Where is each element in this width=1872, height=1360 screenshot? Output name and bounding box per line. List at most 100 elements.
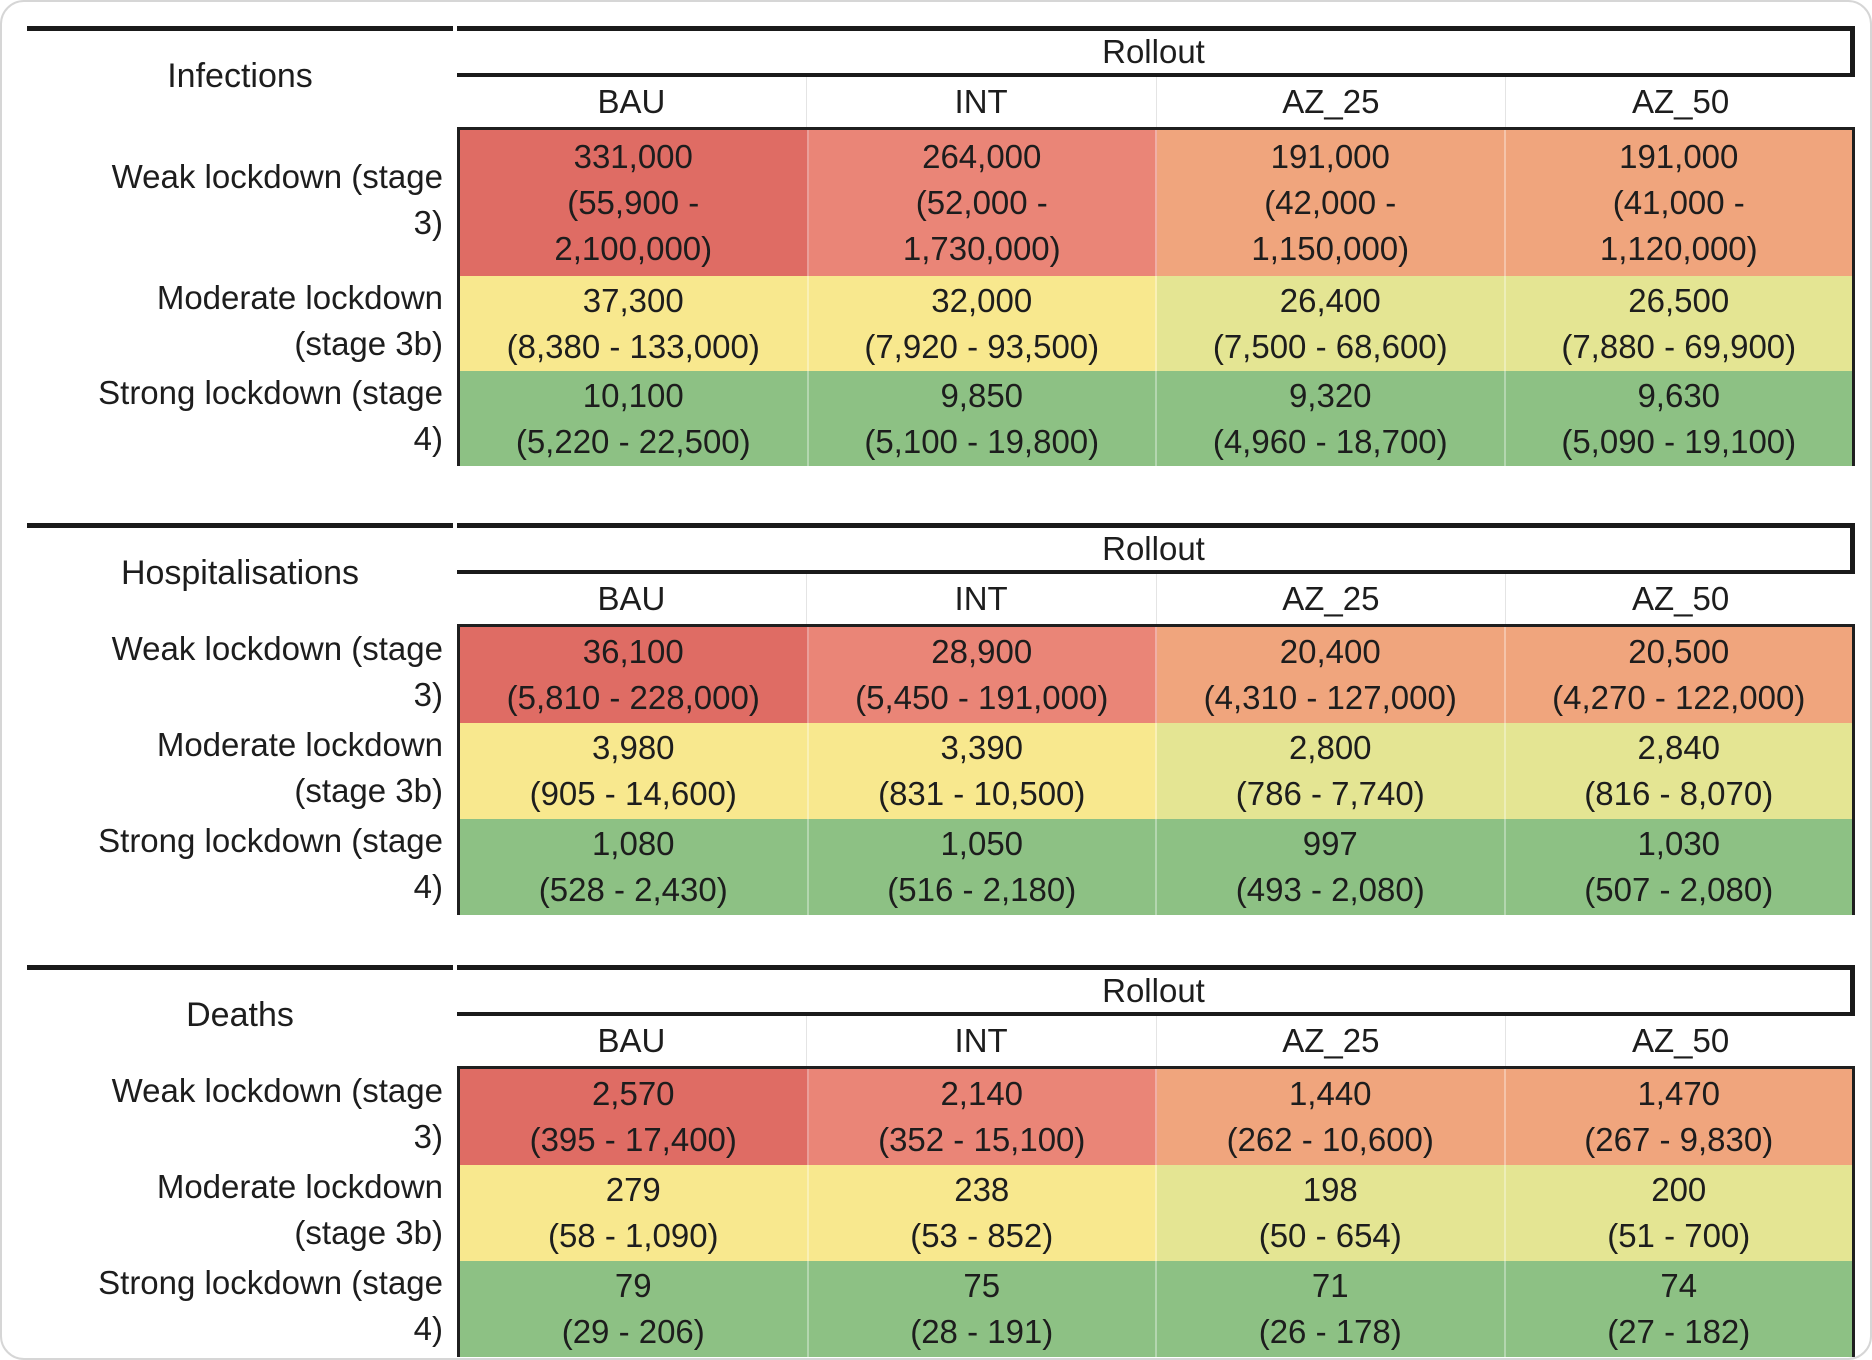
cell-ci-line: (786 - 7,740) (1235, 775, 1425, 812)
cell-value: 20,400 (1279, 633, 1381, 670)
cell-value: 1,440 (1288, 1075, 1372, 1112)
table-body: Weak lockdown (stage 3) Moderate lockdown (… (27, 1066, 1855, 1357)
cell-ci-line: (5,090 - 19,100) (1561, 422, 1797, 460)
row-labels-column: Weak lockdown (stage 3) Moderate lockdown (… (27, 127, 457, 466)
table-row: 36,100 (5,810 - 228,000) 28,900 (5,450 - 19… (460, 627, 1852, 723)
column-header-bau: BAU (457, 574, 807, 624)
cell-ci-line: (262 - 10,600) (1226, 1121, 1434, 1158)
cell-ci-line: (905 - 14,600) (529, 775, 737, 812)
row-label-line: (stage 3b) (294, 324, 443, 362)
data-cell-az-25: 26,400 (7,500 - 68,600) (1157, 276, 1506, 371)
table-title: Infections (167, 57, 313, 95)
column-header-az-25: AZ_25 (1157, 574, 1507, 624)
data-cell-az-50: 1,030 (507 - 2,080) (1505, 819, 1852, 915)
cell-value: 200 (1651, 1171, 1707, 1208)
cell-value: 75 (963, 1267, 1001, 1304)
table-header: Hospitalisations Rollout BAU INT AZ_25 AZ_50 (27, 523, 1855, 624)
cell-ci-line: (816 - 8,070) (1584, 775, 1774, 812)
cell-value: 238 (954, 1171, 1010, 1208)
cell-ci-line: (29 - 206) (561, 1313, 705, 1350)
row-label-strong-lockdown-stage-4: Strong lockdown (stage 4) (27, 1258, 457, 1354)
cell-value: 10,100 (582, 376, 684, 414)
column-header-int: INT (807, 77, 1157, 127)
cell-ci-line: (53 - 852) (910, 1217, 1054, 1254)
cell-ci-line: 2,100,000) (554, 230, 713, 267)
row-label-strong-lockdown-stage-4: Strong lockdown (stage 4) (27, 368, 457, 463)
cell-value: 264,000 (922, 138, 1042, 175)
cell-value: 74 (1660, 1267, 1698, 1304)
data-cell-az-25: 9,320 (4,960 - 18,700) (1157, 371, 1506, 466)
column-group-area: Rollout BAU INT AZ_25 AZ_50 (457, 26, 1855, 127)
table-title-cell: Hospitalisations (27, 523, 453, 619)
table-row: 10,100 (5,220 - 22,500) 9,850 (5,100 - 19,8… (460, 371, 1852, 466)
cell-value: 2,800 (1288, 729, 1372, 766)
data-cell-az-50: 200 (51 - 700) (1505, 1165, 1852, 1261)
table-title: Hospitalisations (120, 554, 360, 592)
cell-value: 36,100 (582, 633, 684, 670)
data-cell-bau: 331,000 (55,900 - 2,100,000) (460, 130, 809, 276)
row-labels-column: Weak lockdown (stage 3) Moderate lockdown (… (27, 1066, 457, 1357)
data-cell-az-25: 2,800 (786 - 7,740) (1157, 723, 1506, 819)
cell-ci-line: (55,900 - (567, 184, 700, 221)
cell-ci-line: (831 - 10,500) (878, 775, 1086, 812)
column-header-az-25: AZ_25 (1157, 77, 1507, 127)
rollout-header: Rollout (457, 970, 1855, 1016)
column-header-int: INT (807, 1016, 1157, 1066)
data-cell-int: 3,390 (831 - 10,500) (808, 723, 1157, 819)
cell-value: 997 (1302, 825, 1358, 862)
data-cell-int: 2,140 (352 - 15,100) (808, 1069, 1157, 1165)
row-label-line: (stage 3b) (294, 772, 443, 809)
cell-value: 26,500 (1628, 281, 1730, 319)
cell-ci-line: (51 - 700) (1607, 1217, 1751, 1254)
cell-value: 1,080 (591, 825, 675, 862)
cell-value: 9,630 (1637, 376, 1721, 414)
cell-ci-line: (516 - 2,180) (887, 871, 1077, 908)
cell-ci-line: (5,450 - 191,000) (855, 679, 1109, 716)
cell-ci-line: (50 - 654) (1258, 1217, 1402, 1254)
cell-value: 2,140 (940, 1075, 1024, 1112)
cell-value: 191,000 (1619, 138, 1739, 175)
column-header-bau: BAU (457, 1016, 807, 1066)
heatmap-cells-area: 2,570 (395 - 17,400) 2,140 (352 - 15,100) 1,… (457, 1066, 1855, 1357)
cell-ci-line: (5,810 - 228,000) (506, 679, 760, 716)
table-row: 3,980 (905 - 14,600) 3,390 (831 - 10,500) 2,… (460, 723, 1852, 819)
row-label-line: Strong lockdown (stage (98, 822, 443, 859)
cell-value: 198 (1302, 1171, 1358, 1208)
cell-ci-line: (27 - 182) (1607, 1313, 1751, 1350)
row-label-strong-lockdown-stage-4: Strong lockdown (stage 4) (27, 816, 457, 912)
data-cell-int: 32,000 (7,920 - 93,500) (808, 276, 1157, 371)
data-cell-bau: 1,080 (528 - 2,430) (460, 819, 809, 915)
data-cell-int: 28,900 (5,450 - 191,000) (808, 627, 1157, 723)
cell-value: 37,300 (582, 281, 684, 319)
row-label-line: 3) (413, 204, 443, 241)
cell-value: 71 (1311, 1267, 1349, 1304)
cell-ci-line: (352 - 15,100) (878, 1121, 1086, 1158)
cell-value: 3,390 (940, 729, 1024, 766)
cell-ci-line: (52,000 - (915, 184, 1048, 221)
table-title: Deaths (186, 996, 294, 1034)
table-section-infections: Infections Rollout BAU INT AZ_25 AZ_50 Weak lo… (27, 26, 1855, 466)
cell-ci-line: (26 - 178) (1258, 1313, 1402, 1350)
row-label-line: Weak lockdown (stage (111, 630, 443, 667)
row-label-moderate-lockdown-stage-3b: Moderate lockdown (stage 3b) (27, 273, 457, 368)
row-label-line: 4) (413, 419, 443, 457)
data-cell-az-50: 191,000 (41,000 - 1,120,000) (1505, 130, 1852, 276)
table-header: Deaths Rollout BAU INT AZ_25 AZ_50 (27, 965, 1855, 1066)
data-cell-az-50: 9,630 (5,090 - 19,100) (1505, 371, 1852, 466)
table-row: 279 (58 - 1,090) 238 (53 - 852) 198 (50 - 654… (460, 1165, 1852, 1261)
column-header-az-50: AZ_50 (1632, 1022, 1730, 1059)
cell-ci-line: (5,100 - 19,800) (864, 422, 1100, 460)
column-headers-row: BAU INT AZ_25 AZ_50 (457, 574, 1855, 624)
row-label-line: Weak lockdown (stage (111, 1072, 443, 1109)
column-header-az-50: AZ_50 (1632, 580, 1730, 617)
cell-ci-line: (493 - 2,080) (1235, 871, 1425, 908)
column-group-area: Rollout BAU INT AZ_25 AZ_50 (457, 965, 1855, 1066)
cell-value: 9,850 (940, 376, 1024, 414)
table-body: Weak lockdown (stage 3) Moderate lockdown (… (27, 127, 1855, 466)
data-cell-az-50: 74 (27 - 182) (1505, 1261, 1852, 1357)
data-cell-az-50: 26,500 (7,880 - 69,900) (1505, 276, 1852, 371)
cell-value: 1,030 (1637, 825, 1721, 862)
cell-ci-line: 1,730,000) (902, 230, 1061, 267)
rollout-header: Rollout (457, 528, 1855, 574)
data-cell-bau: 37,300 (8,380 - 133,000) (460, 276, 809, 371)
